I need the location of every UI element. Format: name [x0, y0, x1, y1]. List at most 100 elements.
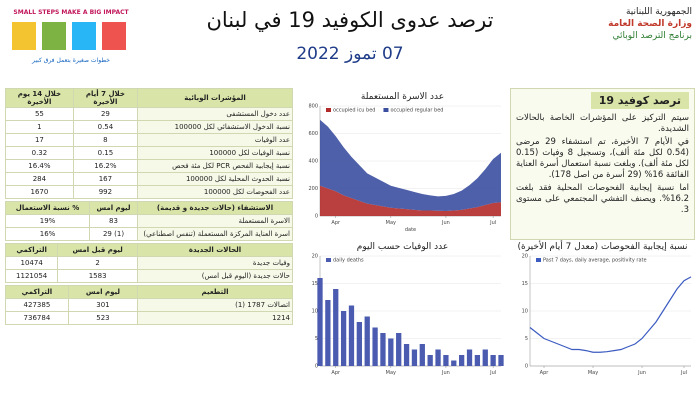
- label-cell: الاسرة المستعملة: [137, 214, 293, 228]
- bar: [396, 333, 402, 366]
- value-cell: 0.32: [5, 146, 74, 160]
- label-cell: حالات جديدة (اليوم قبل امس): [137, 269, 293, 283]
- table: الحالات الجديدة ليوم قبل امس التراكمي وفيات…: [4, 243, 293, 283]
- legend-swatch: [383, 108, 389, 112]
- bar: [348, 305, 355, 366]
- x-tick-label: Apr: [331, 220, 341, 226]
- row: عدد الفحوصات لكل 100000 992 1670: [5, 185, 293, 199]
- tables: المؤشرات الوبائية خلال 7 أيام الأخيرة خلال…: [4, 88, 293, 327]
- bar: [403, 344, 410, 366]
- panel-text: في الأيام 7 الأخيرة، تم استشفاء 29 مرضى …: [516, 137, 689, 180]
- header-cell: الاستشفاء (حالات جديدة و قديمة): [137, 201, 293, 215]
- row: الاسرة المستعملة 83 19%: [4, 214, 293, 228]
- header-cell: ليوم امس: [89, 201, 138, 215]
- y-tick-label: 800: [308, 104, 318, 110]
- value-cell: 16%: [4, 227, 91, 241]
- x-tick-label: Jul: [489, 220, 496, 226]
- legend-label: occupied icu bed: [333, 108, 375, 114]
- logo-block: [12, 22, 36, 50]
- bar: [325, 300, 331, 366]
- x-tick-label: Apr: [540, 370, 550, 376]
- title: ترصد عدوى الكوفيد 19 في لبنان: [206, 8, 494, 32]
- row: عدد دخول المستشفى 29 55: [5, 107, 293, 121]
- y-tick-label: 5: [525, 336, 528, 342]
- value-cell: 1670: [5, 185, 74, 199]
- ministry-line: الجمهورية اللبنانية: [625, 7, 692, 17]
- row: اتصالات 1787 (1) 301 427385: [5, 298, 293, 312]
- bar: [333, 289, 339, 366]
- value-cell: 301: [67, 298, 139, 312]
- row: نسبة الدخول الاستشفائي لكل 100000 0.54 1: [5, 120, 293, 134]
- y-tick-label: 15: [312, 281, 318, 287]
- label-cell: اتصالات 1787 (1): [137, 298, 293, 312]
- label-cell: نسبة الحدوث المحلية لكل 100000: [137, 172, 293, 186]
- chart: 0 200 400 600 800 Apr May Jun Jul date occupied ic…: [308, 104, 501, 233]
- row: حالات جديدة (اليوم قبل امس) 1583 1121054: [4, 269, 293, 283]
- y-tick-label: 10: [312, 309, 318, 315]
- value-cell: 10474: [4, 256, 59, 270]
- logo-block: [72, 22, 96, 50]
- legend-label: Past 7 days, daily average, positivity r…: [543, 258, 647, 264]
- row: وفيات جديدة 2 10474: [4, 256, 293, 270]
- value-cell: 523: [67, 311, 139, 325]
- logo-block: [102, 22, 126, 50]
- value-cell: 17: [5, 133, 74, 147]
- value-cell: 167: [72, 172, 139, 186]
- bar: [435, 349, 441, 366]
- row: نسبة الحدوث المحلية لكل 100000 167 284: [5, 172, 293, 186]
- bar: [466, 349, 473, 366]
- value-cell: 284: [5, 172, 74, 186]
- x-tick-label: May: [588, 370, 598, 376]
- x-tick-label: Jul: [680, 370, 687, 376]
- bar: [340, 311, 347, 366]
- header-cell: % نسبة الاستعمال: [4, 201, 91, 215]
- label-cell: عدد الوفيات: [137, 133, 293, 147]
- bar: [474, 355, 481, 366]
- row: عدد الوفيات 8 17: [5, 133, 293, 147]
- chart-box: عدد الوفيات حسب اليوم 0 5 10 15 20 Apr May Jun J…: [300, 242, 505, 386]
- header-row: الاستشفاء (حالات جديدة و قديمة) ليوم امس%…: [4, 201, 293, 215]
- area: [320, 185, 501, 216]
- area: [320, 119, 501, 212]
- bar: [490, 355, 496, 366]
- y-tick-label: 200: [308, 186, 318, 192]
- bar: [427, 355, 433, 366]
- bar: [482, 349, 488, 366]
- value-cell: 427385: [5, 298, 69, 312]
- chart: 0 5 10 15 20 Apr May Jun Jul daily deaths: [312, 254, 504, 376]
- ministry-line: برنامج الترصد الوبائي: [612, 31, 692, 41]
- row: نسبة الوفيات لكل 100000 0.15 0.32: [5, 146, 293, 160]
- value-cell: 16.4%: [5, 159, 74, 173]
- value-cell: 1: [5, 120, 74, 134]
- table: التطعيم ليوم امس التراكمي اتصالات 1787 (1) 3…: [5, 285, 293, 325]
- value-cell: 19%: [4, 214, 91, 228]
- value-cell: 1583: [57, 269, 138, 283]
- header-cell: ليوم امس: [67, 285, 139, 299]
- x-tick-label: Jun: [441, 370, 450, 376]
- logo: SMALL STEPS MAKE A BIG IMPACT خطوات صغير…: [12, 9, 129, 64]
- y-tick-label: 0: [525, 364, 528, 370]
- bar: [317, 278, 323, 366]
- chart-title: عدد الاسرة المستعملة: [360, 92, 445, 102]
- header-cell: ليوم قبل امس: [57, 243, 138, 257]
- row: نسبة إيجابية الفحص PCR لكل مئة فحص 16.2% 1…: [5, 159, 293, 173]
- label-cell: عدد الفحوصات لكل 100000: [137, 185, 293, 199]
- table: الاستشفاء (حالات جديدة و قديمة) ليوم امس%…: [4, 201, 293, 241]
- row: اسرة العناية المركزة المستعملة (تنفس اصط…: [4, 227, 293, 241]
- chart-box: عدد الاسرة المستعملة 0 200 400 600 800 Apr May…: [300, 92, 505, 236]
- header-cell: خلال 14 يوم الأخيرة: [5, 88, 74, 108]
- bar: [443, 355, 449, 366]
- x-tick-label: Jun: [441, 220, 450, 226]
- bar: [459, 355, 465, 366]
- value-cell: 992: [72, 185, 139, 199]
- value-cell: 0.54: [72, 120, 139, 134]
- logo-block: [42, 22, 66, 50]
- table: المؤشرات الوبائية خلال 7 أيام الأخيرة خلال…: [5, 88, 293, 199]
- value-cell: 1121054: [4, 269, 59, 283]
- header-row: الحالات الجديدة ليوم قبل امس التراكمي: [4, 243, 293, 257]
- date: 07 تموز 2022: [296, 44, 404, 64]
- legend-swatch: [326, 258, 331, 262]
- logo-text: خطوات صغيرة بتعمل فرق كبير: [31, 57, 110, 64]
- y-tick-label: 15: [522, 281, 528, 287]
